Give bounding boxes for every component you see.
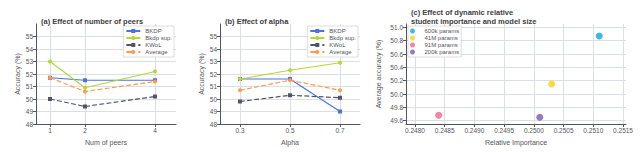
svg-text:Bkdp sup.: Bkdp sup. bbox=[329, 35, 356, 41]
svg-text:Num of peers: Num of peers bbox=[85, 139, 128, 147]
svg-text:91M params: 91M params bbox=[425, 42, 458, 48]
svg-text:55: 55 bbox=[210, 33, 218, 40]
svg-text:53: 53 bbox=[210, 58, 218, 65]
svg-text:0.2500: 0.2500 bbox=[524, 127, 544, 134]
svg-text:(b) Effect of alpha: (b) Effect of alpha bbox=[225, 17, 289, 26]
svg-text:55: 55 bbox=[26, 33, 34, 40]
svg-text:BKDP: BKDP bbox=[145, 28, 161, 34]
svg-text:51.0: 51.0 bbox=[390, 24, 403, 31]
svg-text:48: 48 bbox=[26, 121, 34, 128]
svg-text:KWoL: KWoL bbox=[329, 42, 346, 48]
svg-text:52: 52 bbox=[26, 71, 34, 78]
svg-text:41M params: 41M params bbox=[425, 35, 458, 41]
svg-text:51: 51 bbox=[210, 83, 218, 90]
svg-text:600k params: 600k params bbox=[425, 28, 460, 34]
svg-text:Accuracy (%): Accuracy (%) bbox=[198, 53, 206, 95]
svg-text:200k params: 200k params bbox=[425, 49, 460, 55]
svg-text:50.2: 50.2 bbox=[390, 77, 403, 84]
svg-text:4: 4 bbox=[153, 127, 157, 134]
svg-text:KWoL: KWoL bbox=[145, 42, 162, 48]
svg-text:0.5: 0.5 bbox=[285, 127, 294, 134]
svg-text:Bkdp sup.: Bkdp sup. bbox=[145, 35, 172, 41]
svg-text:52: 52 bbox=[210, 71, 218, 78]
svg-text:54: 54 bbox=[210, 46, 218, 53]
svg-text:50.4: 50.4 bbox=[390, 64, 403, 71]
svg-text:Average: Average bbox=[145, 49, 168, 55]
svg-text:Alpha: Alpha bbox=[281, 139, 299, 147]
svg-text:1: 1 bbox=[48, 127, 52, 134]
svg-text:50.0: 50.0 bbox=[390, 91, 403, 98]
svg-text:student importance and model s: student importance and model size bbox=[411, 17, 536, 26]
svg-text:BKDP: BKDP bbox=[329, 28, 345, 34]
svg-text:50.8: 50.8 bbox=[390, 37, 403, 44]
svg-text:Average accuracy (%): Average accuracy (%) bbox=[375, 40, 383, 109]
svg-text:49.6: 49.6 bbox=[390, 117, 403, 124]
svg-text:Relative Importance: Relative Importance bbox=[485, 139, 547, 147]
svg-text:49: 49 bbox=[26, 108, 34, 115]
svg-text:0.2510: 0.2510 bbox=[583, 127, 603, 134]
svg-text:(a) Effect of number of peers: (a) Effect of number of peers bbox=[41, 17, 143, 26]
svg-text:0.2505: 0.2505 bbox=[554, 127, 574, 134]
svg-text:0.2490: 0.2490 bbox=[464, 127, 484, 134]
svg-text:0.2495: 0.2495 bbox=[494, 127, 514, 134]
svg-text:2: 2 bbox=[83, 127, 87, 134]
svg-text:0.2485: 0.2485 bbox=[435, 127, 455, 134]
svg-text:50: 50 bbox=[210, 96, 218, 103]
svg-text:49.8: 49.8 bbox=[390, 104, 403, 111]
svg-text:51: 51 bbox=[26, 83, 34, 90]
svg-text:49: 49 bbox=[210, 108, 218, 115]
svg-text:Average: Average bbox=[329, 49, 352, 55]
svg-text:54: 54 bbox=[26, 46, 34, 53]
svg-text:50: 50 bbox=[26, 96, 34, 103]
svg-text:0.3: 0.3 bbox=[235, 127, 244, 134]
svg-text:0.2480: 0.2480 bbox=[405, 127, 425, 134]
svg-text:(c) Effect of dynamic relative: (c) Effect of dynamic relative bbox=[411, 8, 513, 17]
svg-text:0.2515: 0.2515 bbox=[613, 127, 633, 134]
svg-text:0.7: 0.7 bbox=[335, 127, 344, 134]
svg-text:53: 53 bbox=[26, 58, 34, 65]
svg-text:48: 48 bbox=[210, 121, 218, 128]
svg-text:50.6: 50.6 bbox=[390, 51, 403, 58]
svg-text:Accuracy (%): Accuracy (%) bbox=[14, 53, 22, 95]
